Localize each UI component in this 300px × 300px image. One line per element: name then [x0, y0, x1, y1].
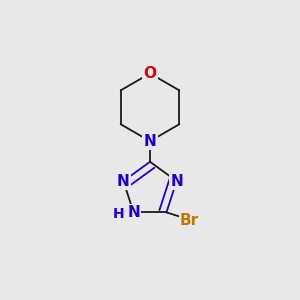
Text: N: N — [170, 174, 183, 189]
Text: N: N — [117, 174, 130, 189]
Text: N: N — [127, 205, 140, 220]
Text: Br: Br — [180, 213, 199, 228]
Text: H: H — [112, 207, 124, 221]
Text: N: N — [144, 134, 156, 149]
Text: O: O — [143, 66, 157, 81]
